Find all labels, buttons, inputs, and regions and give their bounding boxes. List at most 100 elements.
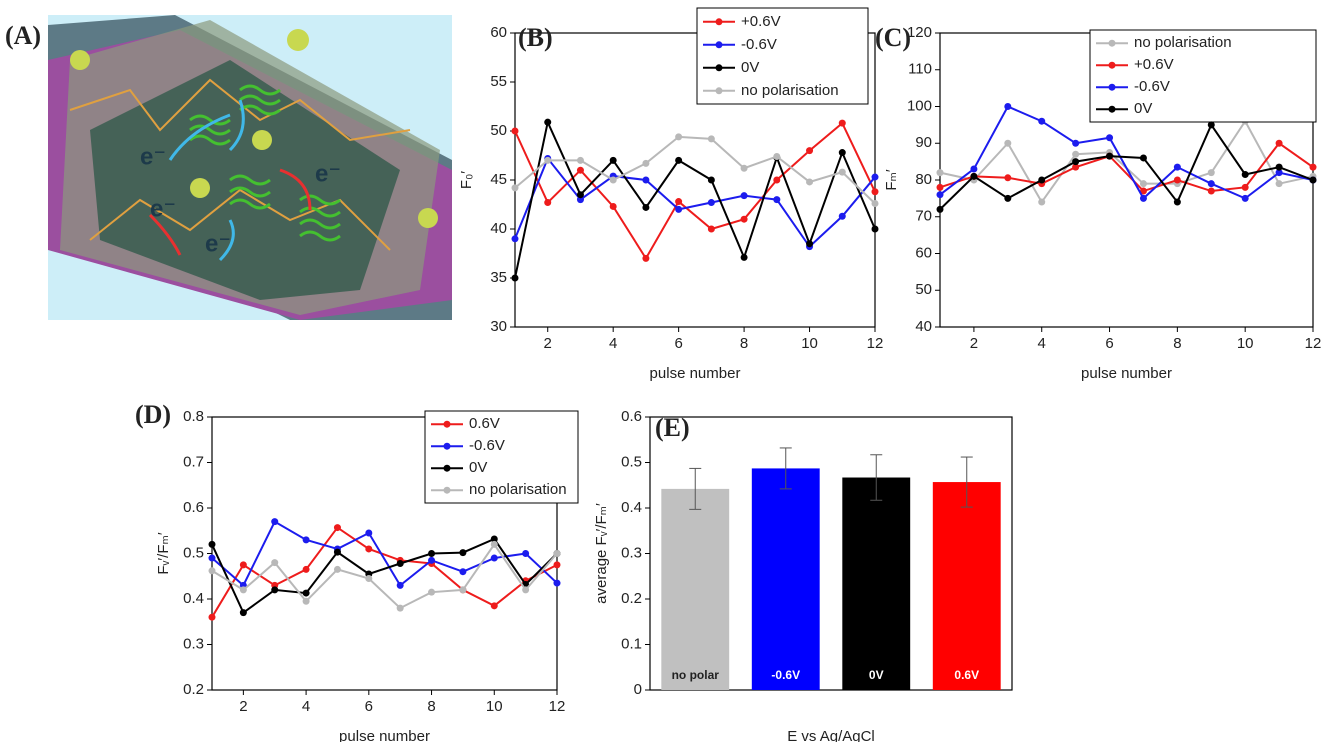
x-tick-label: 4 [1038,335,1046,352]
y-tick-label: 0.1 [621,635,642,652]
data-point [1072,158,1080,166]
data-point [208,540,216,548]
molecules [70,29,438,228]
y-tick-label: 0.2 [621,590,642,607]
data-point [773,152,781,160]
x-tick-label: 6 [365,698,373,715]
data-point [1072,150,1080,158]
y-tick-label: 0.6 [621,408,642,425]
data-point [302,536,310,544]
category-label: -0.6V [771,668,800,682]
panel-label: (C) [875,23,911,52]
x-tick-label: 2 [239,698,247,715]
y-tick-label: 0.7 [183,453,204,470]
legend-label: 0V [1134,100,1152,117]
y-tick-label: 80 [915,171,932,188]
data-point [396,560,404,568]
y-tick-label: 110 [908,61,932,78]
series-line [211,537,558,615]
data-point [936,183,944,191]
legend-marker [1108,105,1116,113]
data-point [1038,117,1046,125]
x-tick-label: 2 [970,335,978,352]
data-point [1207,169,1215,177]
y-tick-label: 40 [490,220,507,237]
y-tick-label: 100 [907,97,932,114]
legend-marker [715,64,723,72]
coils [189,84,341,242]
y-tick-label: 60 [915,244,932,261]
y-tick-label: 0.6 [183,499,204,516]
data-point [490,535,498,543]
data-point [707,176,715,184]
data-point [871,225,879,233]
legend-box [1089,29,1317,123]
series-line [514,118,876,279]
y-tick-label: 60 [490,24,507,41]
y-tick-label: 0.8 [183,408,204,425]
data-point [576,191,584,199]
legend-marker [443,442,451,450]
data-point [208,613,216,621]
series-line [211,520,558,587]
data-point [675,205,683,213]
legend-marker [443,464,451,472]
data-point [740,164,748,172]
legend-label: no polarisation [1134,34,1232,51]
data-point [1106,134,1114,142]
y-tick-label: 0.2 [183,681,204,698]
y-tick-label: 0.5 [621,453,642,470]
data-point [459,568,467,576]
y-tick-label: 0.3 [183,635,204,652]
data-point [553,579,561,587]
data-point [1139,154,1147,162]
chain [69,78,411,142]
x-tick-label: 6 [674,335,682,352]
data-point [773,176,781,184]
y-tick-label: 40 [915,318,932,335]
x-tick-label: 8 [740,335,748,352]
data-point [806,178,814,186]
data-point [511,184,519,192]
legend-label: no polarisation [469,481,567,498]
x-tick-label: 6 [1105,335,1113,352]
data-point [871,200,879,208]
bar [932,482,1001,690]
legend-marker [715,18,723,26]
x-tick-label: 2 [544,335,552,352]
x-tick-label: 12 [549,698,566,715]
legend-label: 0V [741,59,759,76]
data-point [642,176,650,184]
data-point [1004,103,1012,110]
illustration: e⁻ e⁻ e⁻ e⁻ (A) [5,15,452,320]
data-point [1173,176,1181,184]
series-line [939,105,1314,200]
legend-label: +0.6V [741,13,781,30]
data-point [576,196,584,204]
bar [842,477,911,690]
data-point [1207,187,1215,195]
data-point [806,147,814,155]
data-point [239,561,247,569]
data-point [1004,194,1012,202]
data-point [936,205,944,213]
data-point [1173,163,1181,171]
data-point [609,202,617,210]
electron-label: e⁻ [150,195,176,222]
legend-box [696,7,869,105]
data-point [871,173,879,181]
legend-box [424,410,579,504]
y-tick-label: 45 [490,171,507,188]
x-axis-label: E vs Ag/AgCl [787,728,875,742]
data-point [1275,163,1283,171]
series-line [514,121,876,261]
x-tick-label: 12 [1305,335,1322,352]
data-point [396,581,404,589]
legend-label: no polarisation [741,82,839,99]
data-point [333,524,341,532]
series-line [514,156,876,249]
legend-label: -0.6V [1134,78,1170,95]
data-point [707,225,715,233]
y-tick-label: 30 [490,318,507,335]
data-point [544,199,552,207]
